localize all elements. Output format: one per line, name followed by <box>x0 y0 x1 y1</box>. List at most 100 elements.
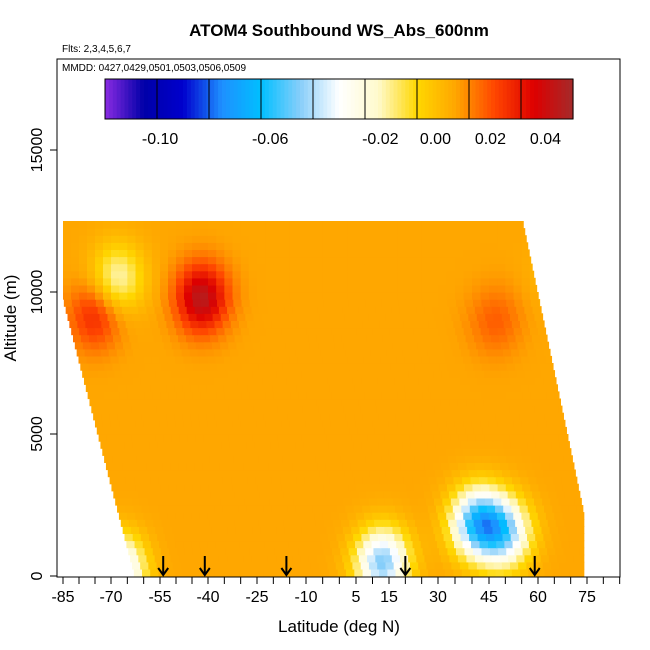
heatmap-cell <box>203 434 213 442</box>
heatmap-cell <box>297 277 307 286</box>
heatmap-cell <box>499 554 509 563</box>
heatmap-cell <box>208 235 217 243</box>
heatmap-cell <box>299 334 309 343</box>
heatmap-cell <box>98 370 107 378</box>
heatmap-cell <box>208 249 217 258</box>
heatmap-cell <box>482 426 492 435</box>
heatmap-cell <box>492 341 502 350</box>
heatmap-cell <box>161 363 170 371</box>
heatmap-cell <box>543 348 551 357</box>
heatmap-cell <box>455 277 465 286</box>
heatmap-cell <box>368 313 378 321</box>
heatmap-cell <box>73 334 82 343</box>
heatmap-cell <box>116 348 126 357</box>
heatmap-cell <box>224 256 234 265</box>
colorbar-cell <box>319 79 324 119</box>
heatmap-cell <box>135 512 145 520</box>
heatmap-cell <box>174 568 183 577</box>
heatmap-cell <box>63 221 72 229</box>
heatmap-cell <box>436 384 446 392</box>
heatmap-cell <box>422 299 432 307</box>
heatmap-cell <box>402 348 412 357</box>
heatmap-cell <box>362 320 372 329</box>
heatmap-cell <box>297 221 307 229</box>
heatmap-cell <box>240 419 250 428</box>
heatmap-cell <box>225 299 234 307</box>
heatmap-cell <box>146 306 156 314</box>
heatmap-cell <box>437 419 448 428</box>
heatmap-cell <box>272 540 282 549</box>
heatmap-cell <box>483 462 493 471</box>
heatmap-cell <box>481 547 491 556</box>
heatmap-cell <box>135 483 145 492</box>
heatmap-cell <box>158 412 167 421</box>
heatmap-cell <box>430 455 440 463</box>
heatmap-cell <box>430 327 439 336</box>
colorbar-cell <box>381 79 387 119</box>
heatmap-cell <box>165 505 175 513</box>
heatmap-cell <box>425 526 434 534</box>
heatmap-cell <box>501 497 511 506</box>
heatmap-cell <box>176 249 185 258</box>
heatmap-cell <box>395 384 405 392</box>
heatmap-cell <box>138 370 148 378</box>
heatmap-cell <box>363 540 373 549</box>
heatmap-cell <box>431 334 441 343</box>
x-tick-label: -55 <box>148 589 171 606</box>
heatmap-cell <box>342 526 352 534</box>
colorbar-cell <box>183 79 188 119</box>
heatmap-cell <box>156 561 166 570</box>
heatmap-cell <box>472 277 482 286</box>
heatmap-cell <box>542 405 552 414</box>
heatmap-cell <box>260 526 270 534</box>
heatmap-cell <box>243 398 252 407</box>
heatmap-cell <box>339 327 349 336</box>
heatmap-cell <box>87 292 96 300</box>
x-tick-label: 45 <box>480 589 498 606</box>
heatmap-cell <box>497 419 506 428</box>
heatmap-cell <box>242 519 252 527</box>
heatmap-cell <box>158 476 168 485</box>
heatmap-cell <box>286 313 295 321</box>
heatmap-cell <box>135 284 145 293</box>
heatmap-cell <box>289 284 299 293</box>
heatmap-cell <box>349 334 359 343</box>
heatmap-cell <box>512 540 522 549</box>
heatmap-cell <box>172 497 181 506</box>
heatmap-cell <box>211 341 221 350</box>
heatmap-cell <box>139 434 148 442</box>
heatmap-cell <box>182 568 191 577</box>
heatmap-cell <box>362 412 372 421</box>
heatmap-cell <box>377 533 387 542</box>
heatmap-cell <box>348 299 358 307</box>
heatmap-cell <box>341 398 351 407</box>
heatmap-cell <box>492 526 502 534</box>
heatmap-cell <box>513 327 523 336</box>
heatmap-cell <box>508 526 518 534</box>
heatmap-cell <box>246 441 255 449</box>
heatmap-cell <box>312 476 322 485</box>
heatmap-cell <box>163 341 173 350</box>
heatmap-cell <box>452 505 462 513</box>
heatmap-cell <box>160 547 170 556</box>
heatmap-cell <box>340 391 349 400</box>
heatmap-cell <box>418 313 427 321</box>
heatmap-cell <box>281 270 291 279</box>
heatmap-cell <box>123 313 133 321</box>
heatmap-cell <box>110 419 120 428</box>
heatmap-cell <box>111 292 120 300</box>
heatmap-cell <box>212 561 222 570</box>
heatmap-cell <box>261 405 271 414</box>
heatmap-cell <box>63 242 72 250</box>
heatmap-cell <box>232 419 242 428</box>
heatmap-cell <box>91 313 101 321</box>
heatmap-cell <box>224 391 234 400</box>
heatmap-cell <box>387 384 397 392</box>
heatmap-cell <box>503 320 513 329</box>
heatmap-cell <box>101 384 111 392</box>
heatmap-cell <box>228 341 238 350</box>
heatmap-cell <box>279 348 288 357</box>
colorbar-tick-label: -0.06 <box>252 131 289 148</box>
heatmap-cell <box>472 483 482 492</box>
heatmap-cell <box>347 292 357 300</box>
